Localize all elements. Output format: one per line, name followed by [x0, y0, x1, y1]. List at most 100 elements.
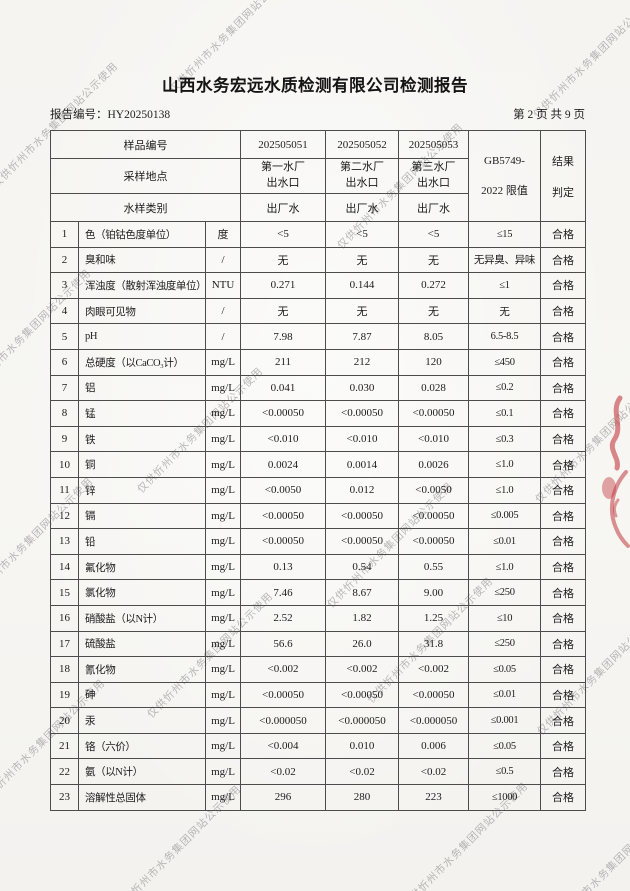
- cell-result: 合格: [540, 348, 586, 376]
- cell-result: 合格: [540, 553, 586, 581]
- cell-row-number: 18: [50, 656, 79, 683]
- table-row: 19 砷 mg/L <0.00050 <0.00050 <0.00050 ≤0.01 合格: [50, 681, 586, 709]
- cell-param-name: 臭和味: [78, 246, 206, 274]
- table-row: 21 铬（六价） mg/L <0.004 0.010 0.006 ≤0.05 合格: [50, 732, 586, 760]
- report-number-value: HY20250138: [107, 109, 171, 121]
- table-row: 20 汞 mg/L <0.000050 <0.000050 <0.000050 ≤0.001…: [50, 707, 586, 734]
- header-sample-id-1: 202505051: [240, 130, 326, 159]
- cell-param-name: 铝: [78, 374, 206, 402]
- report-number-label: 报告编号：: [50, 109, 108, 121]
- cell-result: 合格: [540, 425, 586, 453]
- cell-limit: 6.5-8.5: [468, 323, 541, 350]
- cell-value-3: <0.000050: [398, 707, 469, 734]
- cell-result: 合格: [540, 604, 586, 632]
- cell-unit: /: [205, 323, 241, 350]
- cell-result: 合格: [540, 707, 586, 734]
- cell-value-2: 无: [325, 246, 399, 274]
- cell-value-1: <0.00050: [240, 528, 326, 555]
- table-row: 14 氟化物 mg/L 0.13 0.54 0.55 ≤1.0 合格: [50, 553, 586, 581]
- cell-unit: mg/L: [205, 553, 241, 581]
- report-number: 报告编号：HY20250138: [50, 106, 170, 122]
- cell-value-3: 1.25: [398, 604, 469, 632]
- cell-value-2: <0.010: [325, 425, 399, 453]
- site-3-line2: 出水口: [417, 177, 450, 189]
- header-row-site: 采样地点 第一水厂 出水口 第二水厂 出水口 第三水厂 出水口: [50, 158, 586, 194]
- cell-row-number: 8: [50, 400, 79, 427]
- cell-unit: mg/L: [205, 758, 241, 786]
- cell-param-name: 镉: [78, 502, 206, 530]
- cell-value-1: 2.52: [240, 604, 326, 632]
- cell-result: 合格: [540, 400, 586, 427]
- cell-row-number: 5: [50, 323, 79, 350]
- cell-unit: mg/L: [205, 528, 241, 555]
- cell-limit: ≤1.0: [468, 451, 541, 478]
- cell-value-3: <0.0050: [398, 476, 469, 504]
- cell-param-name: 铅: [78, 528, 206, 555]
- cell-value-2: 26.0: [325, 630, 399, 658]
- cell-value-1: <0.000050: [240, 707, 326, 734]
- cell-result: 合格: [540, 528, 586, 555]
- cell-limit: ≤0.5: [468, 758, 541, 786]
- cell-param-name: 硫酸盐: [78, 630, 206, 658]
- cell-result: 合格: [540, 323, 586, 350]
- cell-row-number: 10: [50, 451, 79, 478]
- table-row: 5 pH/7.98 7.87 8.05 6.5-8.5 合格: [50, 323, 586, 350]
- cell-result: 合格: [540, 579, 586, 606]
- header-result-line1: 结果: [552, 155, 574, 168]
- cell-value-1: <0.02: [240, 758, 326, 786]
- cell-value-3: 120: [398, 348, 469, 376]
- header-type-2: 出厂水: [325, 193, 399, 222]
- cell-value-2: 0.012: [325, 476, 399, 504]
- cell-result: 合格: [540, 221, 586, 248]
- cell-param-name: 氯化物: [78, 579, 206, 606]
- site-1-line1: 第一水厂: [261, 161, 305, 174]
- cell-value-2: <0.00050: [325, 528, 399, 555]
- cell-row-number: 19: [50, 681, 79, 709]
- cell-unit: mg/L: [205, 400, 241, 427]
- cell-unit: mg/L: [205, 707, 241, 734]
- cell-result: 合格: [540, 451, 586, 478]
- cell-unit: mg/L: [205, 732, 241, 760]
- cell-limit: ≤250: [468, 579, 541, 606]
- cell-unit: mg/L: [205, 502, 241, 530]
- cell-result: 合格: [540, 502, 586, 530]
- cell-row-number: 12: [50, 502, 79, 530]
- cell-limit: ≤1: [468, 272, 541, 299]
- cell-value-2: 212: [325, 348, 399, 376]
- cell-value-1: 211: [240, 348, 326, 376]
- cell-param-name: 氰化物: [78, 656, 206, 683]
- cell-row-number: 4: [50, 297, 79, 325]
- cell-row-number: 2: [50, 246, 79, 274]
- cell-param-name: 溶解性总固体: [78, 784, 206, 811]
- cell-result: 合格: [540, 476, 586, 504]
- cell-value-3: <5: [398, 221, 469, 248]
- cell-value-2: 无: [325, 297, 399, 325]
- cell-limit: ≤10: [468, 604, 541, 632]
- cell-result: 合格: [540, 630, 586, 658]
- cell-unit: mg/L: [205, 374, 241, 402]
- cell-unit: mg/L: [205, 579, 241, 606]
- cell-value-3: 0.006: [398, 732, 469, 760]
- table-row: 9 铁 mg/L <0.010 <0.010 <0.010 ≤0.3 合格: [50, 425, 586, 453]
- cell-param-name: 硝酸盐（以N计）: [78, 604, 206, 632]
- cell-value-2: <0.00050: [325, 400, 399, 427]
- table-row: 23 溶解性总固体 mg/L 296 280 223 ≤1000 合格: [50, 784, 586, 811]
- cell-value-3: 9.00: [398, 579, 469, 606]
- cell-value-2: 0.144: [325, 272, 399, 299]
- cell-value-3: 31.8: [398, 630, 469, 658]
- report-meta: 报告编号：HY20250138 第 2 页 共 9 页: [50, 106, 585, 122]
- cell-value-3: 223: [398, 784, 469, 811]
- table-row: 17 硫酸盐 mg/L 56.6 26.0 31.8 ≤250 合格: [50, 630, 586, 658]
- cell-value-2: <0.02: [325, 758, 399, 786]
- cell-value-3: <0.010: [398, 425, 469, 453]
- cell-value-2: 280: [325, 784, 399, 811]
- cell-value-1: <0.002: [240, 656, 326, 683]
- cell-limit: ≤250: [468, 630, 541, 658]
- table-row: 18 氰化物 mg/L <0.002 <0.002 <0.002 ≤0.05 合格: [50, 656, 586, 683]
- cell-unit: /: [205, 246, 241, 274]
- cell-value-1: <0.004: [240, 732, 326, 760]
- cell-value-3: 0.028: [398, 374, 469, 402]
- cell-unit: mg/L: [205, 604, 241, 632]
- header-row-type: 水样类别 出厂水 出厂水 出厂水: [50, 193, 586, 222]
